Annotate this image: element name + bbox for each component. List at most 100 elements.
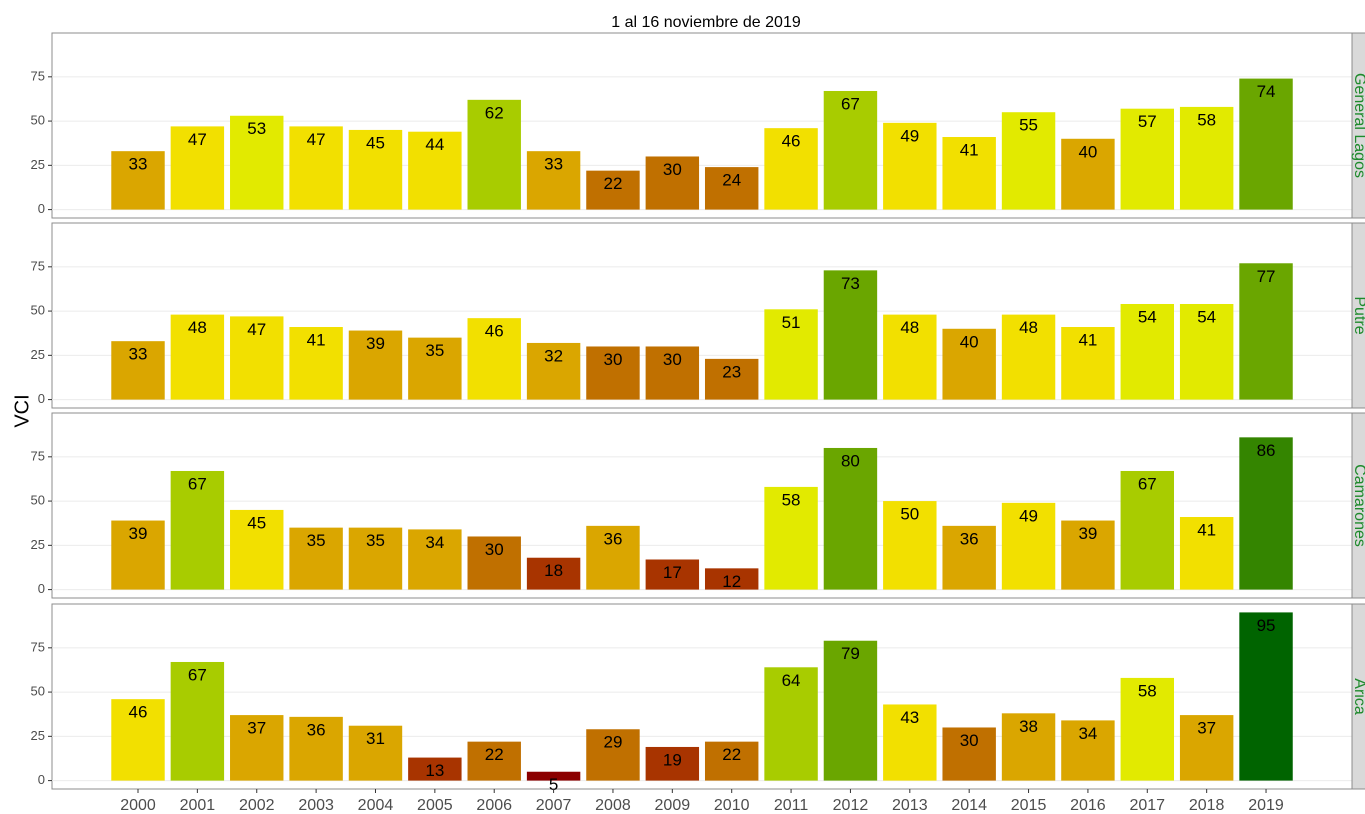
bar bbox=[111, 151, 165, 210]
x-tick-label: 2012 bbox=[833, 797, 869, 814]
bar bbox=[170, 470, 225, 590]
y-tick-label: 75 bbox=[31, 68, 45, 83]
bar bbox=[348, 527, 403, 590]
value-label: 48 bbox=[900, 318, 919, 337]
bar bbox=[408, 337, 462, 400]
bar bbox=[942, 727, 996, 781]
bar bbox=[1001, 112, 1056, 210]
value-label: 39 bbox=[1078, 524, 1097, 543]
y-tick-label: 0 bbox=[38, 772, 45, 787]
value-label: 32 bbox=[544, 346, 563, 365]
value-label: 49 bbox=[1019, 506, 1038, 525]
bar bbox=[408, 529, 462, 590]
bar bbox=[704, 741, 759, 781]
value-label: 47 bbox=[307, 130, 326, 149]
x-tick-label: 2016 bbox=[1070, 797, 1106, 814]
bar bbox=[764, 667, 818, 781]
bar bbox=[586, 525, 640, 590]
bar bbox=[1179, 715, 1234, 781]
value-label: 39 bbox=[129, 524, 148, 543]
value-label: 41 bbox=[960, 140, 979, 159]
bar bbox=[883, 122, 937, 210]
value-label: 40 bbox=[1078, 142, 1097, 161]
value-label: 48 bbox=[188, 318, 207, 337]
bar bbox=[942, 525, 996, 590]
value-label: 33 bbox=[544, 155, 563, 174]
bar bbox=[1061, 720, 1115, 781]
bar bbox=[586, 170, 640, 210]
value-label: 30 bbox=[663, 350, 682, 369]
strip-background bbox=[1351, 222, 1365, 409]
value-label: 67 bbox=[841, 94, 860, 113]
value-label: 51 bbox=[782, 313, 801, 332]
strip-label: Putre bbox=[1351, 296, 1365, 334]
y-tick-label: 25 bbox=[31, 728, 45, 743]
bar bbox=[1001, 713, 1056, 781]
bar bbox=[942, 137, 996, 210]
y-axis-label: VCI bbox=[11, 394, 33, 427]
x-tick-label: 2004 bbox=[358, 797, 394, 814]
x-tick-label: 2001 bbox=[180, 797, 216, 814]
x-tick-label: 2006 bbox=[476, 797, 512, 814]
x-tick-label: 2008 bbox=[595, 797, 631, 814]
bar bbox=[289, 716, 343, 781]
value-label: 12 bbox=[722, 572, 741, 591]
bar bbox=[1120, 470, 1175, 590]
bar bbox=[526, 771, 581, 781]
value-label: 35 bbox=[425, 341, 444, 360]
value-label: 22 bbox=[485, 745, 504, 764]
value-label: 18 bbox=[544, 561, 563, 580]
strip-label: Camarones bbox=[1351, 464, 1365, 547]
bar bbox=[230, 715, 284, 781]
value-label: 22 bbox=[603, 174, 622, 193]
value-label: 30 bbox=[485, 540, 504, 559]
y-tick-label: 50 bbox=[31, 113, 45, 128]
y-tick-label: 25 bbox=[31, 157, 45, 172]
x-tick-label: 2013 bbox=[892, 797, 928, 814]
bar bbox=[645, 746, 700, 781]
bar bbox=[230, 316, 284, 400]
bar bbox=[1120, 303, 1175, 400]
strip-label: General Lagos bbox=[1351, 73, 1365, 178]
bar bbox=[1001, 314, 1056, 400]
value-label: 77 bbox=[1257, 267, 1276, 286]
y-tick-label: 0 bbox=[38, 391, 45, 406]
bar bbox=[348, 330, 403, 400]
value-label: 35 bbox=[307, 531, 326, 550]
bar bbox=[1061, 520, 1115, 590]
bar bbox=[883, 501, 937, 590]
value-label: 19 bbox=[663, 750, 682, 769]
bar bbox=[1120, 108, 1175, 210]
bar bbox=[645, 346, 700, 400]
bar bbox=[289, 327, 343, 400]
value-label: 80 bbox=[841, 451, 860, 470]
x-tick-label: 2003 bbox=[298, 797, 334, 814]
value-label: 47 bbox=[247, 320, 266, 339]
value-label: 41 bbox=[1078, 330, 1097, 349]
bar bbox=[1061, 327, 1115, 400]
value-label: 38 bbox=[1019, 717, 1038, 736]
value-label: 31 bbox=[366, 729, 385, 748]
value-label: 44 bbox=[425, 135, 444, 154]
value-label: 50 bbox=[900, 505, 919, 524]
x-tick-label: 2005 bbox=[417, 797, 453, 814]
x-tick-label: 2010 bbox=[714, 797, 750, 814]
value-label: 37 bbox=[247, 719, 266, 738]
value-label: 23 bbox=[722, 362, 741, 381]
value-label: 55 bbox=[1019, 116, 1038, 135]
bar bbox=[289, 527, 343, 590]
bar bbox=[586, 729, 640, 781]
value-label: 5 bbox=[549, 775, 558, 794]
y-tick-label: 25 bbox=[31, 537, 45, 552]
value-label: 47 bbox=[188, 130, 207, 149]
bar bbox=[230, 509, 284, 590]
bar bbox=[526, 151, 581, 210]
bar bbox=[467, 536, 521, 590]
value-label: 46 bbox=[129, 703, 148, 722]
value-label: 35 bbox=[366, 531, 385, 550]
strip-background bbox=[1351, 603, 1365, 790]
bar bbox=[170, 126, 225, 210]
y-tick-label: 75 bbox=[31, 639, 45, 654]
value-label: 74 bbox=[1257, 82, 1276, 101]
value-label: 54 bbox=[1197, 307, 1216, 326]
